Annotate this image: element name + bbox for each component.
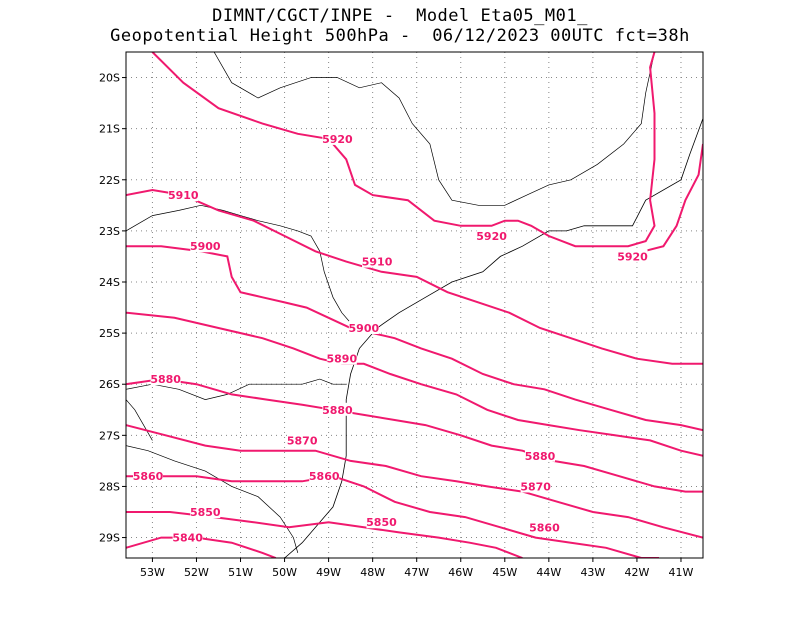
x-tick-label: 43W xyxy=(580,566,605,579)
x-tick-label: 52W xyxy=(184,566,209,579)
lat-lon-grid xyxy=(126,52,703,558)
x-tick-label: 42W xyxy=(624,566,649,579)
state-border xyxy=(126,399,153,441)
contour-label: 5900 xyxy=(190,240,221,253)
contour-label: 5920 xyxy=(322,133,353,146)
contour-label-bg xyxy=(520,479,551,493)
contour-label-bg xyxy=(150,372,181,386)
contour-label: 5900 xyxy=(349,322,380,335)
contour-label-bg xyxy=(287,433,318,447)
contour-label-bg xyxy=(348,321,379,334)
contour-label: 5870 xyxy=(520,480,551,493)
plot-frame xyxy=(125,51,704,559)
height-contours: 5920 5920 5920 5910 5910 5900 5900 5890 5880 5880… xyxy=(126,52,703,558)
contour-label: 5850 xyxy=(190,506,221,519)
contour-label: 5840 xyxy=(172,532,203,545)
contour-label: 5850 xyxy=(366,516,397,529)
y-tick-label: 20S xyxy=(99,72,120,85)
y-tick-label: 24S xyxy=(99,276,120,289)
contour-label-bg xyxy=(172,530,203,544)
contour-label: 5890 xyxy=(327,353,358,366)
contour-label-bg xyxy=(525,448,556,462)
x-tick-label: 53W xyxy=(140,566,165,579)
contour-label-bg xyxy=(168,188,199,202)
contour-label-bg xyxy=(322,402,353,416)
contour-label-bg xyxy=(326,351,357,365)
contour-line-5920 xyxy=(151,52,656,248)
x-tick-label: 47W xyxy=(404,566,429,579)
contour-label-bg xyxy=(362,254,393,268)
contour-label-bg xyxy=(190,505,221,518)
x-tick-label: 44W xyxy=(536,566,561,579)
state-border xyxy=(126,378,347,400)
contour-label-bg xyxy=(190,239,221,253)
contour-line-5910 xyxy=(126,188,703,365)
map-title-line-1: DIMNT/CGCT/INPE - Model Eta05_M01_ xyxy=(212,6,588,26)
contour-label-bg xyxy=(133,469,164,483)
contour-label: 5860 xyxy=(133,470,164,483)
contour-label: 5880 xyxy=(150,373,181,386)
contour-line-5860 xyxy=(126,475,659,558)
contour-line-5890 xyxy=(126,311,703,457)
contour-label-bg xyxy=(617,249,648,263)
x-tick-label: 41W xyxy=(669,566,694,579)
contour-label-bg xyxy=(309,469,340,483)
y-tick-label: 22S xyxy=(99,174,120,187)
contour-line-5920 xyxy=(623,143,703,258)
contour-line-5840 xyxy=(126,536,277,558)
y-tick-label: 23S xyxy=(99,225,120,238)
x-tick-label: 51W xyxy=(228,566,253,579)
axis-ticks: 53W 52W 51W 50W 49W 48W 47W 46W 45W 44W 43W 42W 41W 2… xyxy=(99,72,694,579)
y-tick-label: 21S xyxy=(99,123,120,136)
map-title-line-2: Geopotential Height 500hPa - 06/12/2023 … xyxy=(110,26,690,46)
contour-label: 5920 xyxy=(617,250,648,263)
y-tick-label: 25S xyxy=(99,327,120,340)
contour-label-bg xyxy=(366,515,397,529)
contour-label: 5910 xyxy=(362,256,393,269)
y-tick-label: 27S xyxy=(99,429,120,442)
state-border xyxy=(213,52,655,206)
contour-label-bg xyxy=(529,520,560,534)
contour-line-5880 xyxy=(126,378,703,493)
contour-label: 5860 xyxy=(529,521,560,534)
state-borders-and-coastline xyxy=(126,52,703,558)
contour-label-bg xyxy=(476,229,507,242)
contour-label: 5870 xyxy=(287,434,318,447)
state-border xyxy=(126,204,356,329)
contour-line-5900 xyxy=(126,245,703,432)
state-border xyxy=(126,445,299,553)
y-tick-label: 28S xyxy=(99,480,120,493)
contour-label: 5880 xyxy=(322,404,353,417)
x-tick-label: 48W xyxy=(360,566,385,579)
x-tick-label: 46W xyxy=(448,566,473,579)
contour-label-bg xyxy=(322,131,353,145)
x-tick-label: 49W xyxy=(316,566,341,579)
contour-label: 5860 xyxy=(309,470,340,483)
contour-line-5870 xyxy=(126,424,703,539)
x-tick-label: 45W xyxy=(492,566,517,579)
x-tick-label: 50W xyxy=(272,566,297,579)
y-tick-label: 26S xyxy=(99,378,120,391)
coastline xyxy=(284,118,703,558)
y-tick-label: 29S xyxy=(99,532,120,545)
contour-label: 5910 xyxy=(168,189,199,202)
contour-label: 5880 xyxy=(525,450,556,463)
contour-label: 5920 xyxy=(476,230,507,243)
